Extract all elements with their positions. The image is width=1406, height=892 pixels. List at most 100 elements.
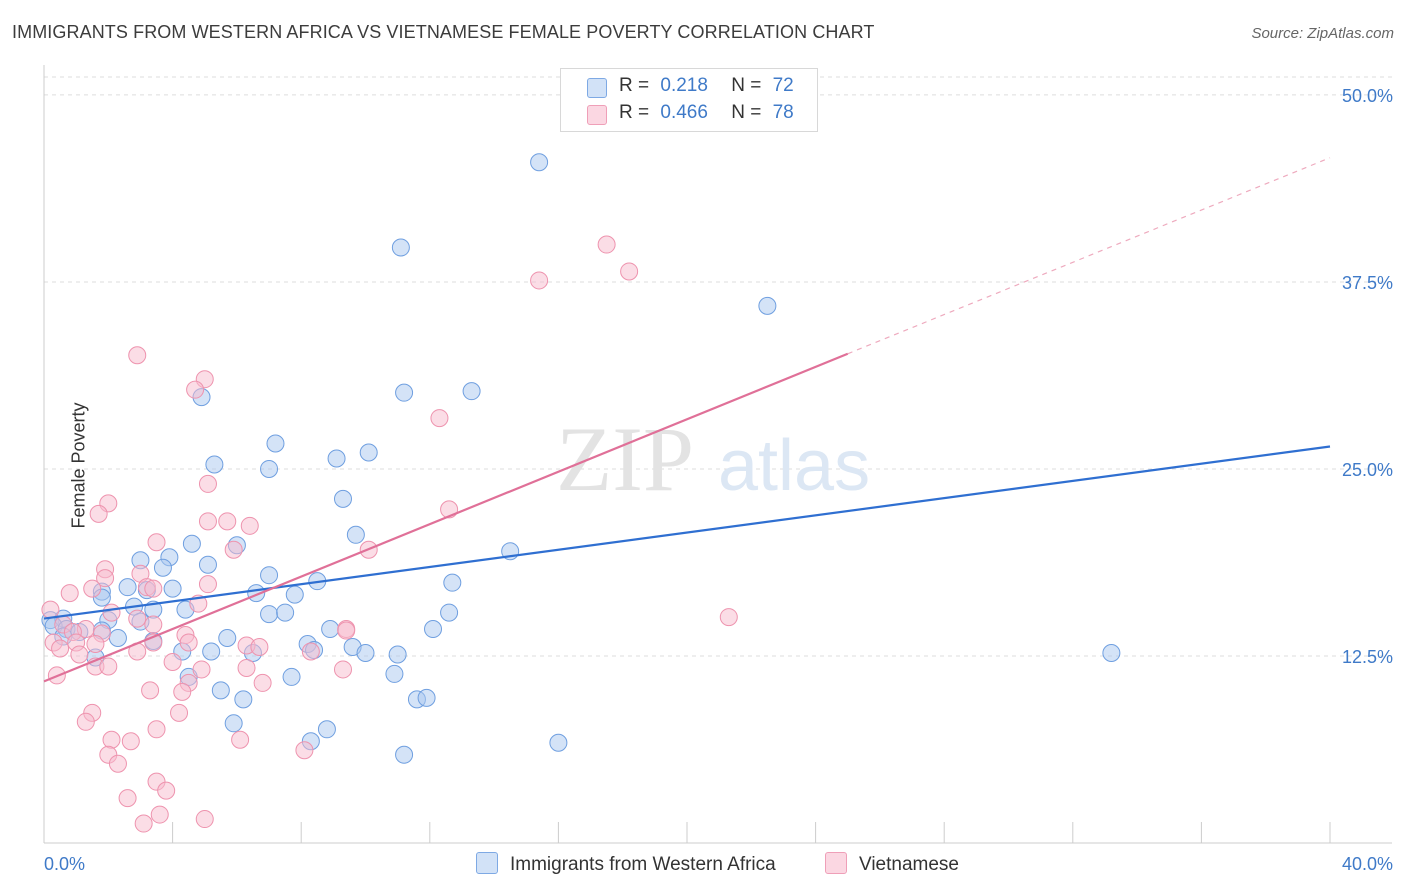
point-western-africa	[758, 296, 777, 315]
point-vietnamese	[295, 741, 314, 760]
point-vietnamese	[144, 615, 163, 634]
point-vietnamese	[41, 600, 60, 619]
trend-line-vietnamese	[43, 352, 849, 683]
point-vietnamese	[163, 652, 182, 671]
point-vietnamese	[231, 730, 250, 749]
point-vietnamese	[157, 781, 176, 800]
series-legend-western-africa: Immigrants from Western Africa	[476, 852, 776, 876]
point-western-africa	[395, 383, 414, 402]
point-vietnamese	[192, 660, 211, 679]
point-vietnamese	[530, 271, 549, 290]
point-vietnamese	[337, 621, 356, 640]
trend-extension-vietnamese	[847, 157, 1331, 355]
point-western-africa	[359, 443, 378, 462]
point-western-africa	[218, 629, 237, 648]
trend-line-western-africa	[43, 445, 1331, 620]
x-tick-label: 40.0%	[1342, 854, 1393, 874]
point-western-africa	[282, 667, 301, 686]
point-vietnamese	[144, 579, 163, 598]
point-western-africa	[549, 733, 568, 752]
point-western-africa	[346, 525, 365, 544]
watermark: ZIP atlas	[556, 408, 870, 510]
y-tick-label: 37.5%	[1342, 273, 1393, 293]
point-vietnamese	[179, 633, 198, 652]
point-western-africa	[202, 642, 221, 661]
label-layer: 12.5% 25.0% 37.5% 50.0% 0.0% 40.0%	[44, 86, 1393, 874]
points-layer	[41, 153, 1121, 833]
series-name-vietnamese: Vietnamese	[859, 854, 959, 875]
point-vietnamese	[102, 603, 121, 622]
axis-layer	[43, 65, 1392, 844]
point-western-africa	[462, 382, 481, 401]
point-western-africa	[266, 434, 285, 453]
point-vietnamese	[186, 380, 205, 399]
legend-r-label: R =	[619, 75, 650, 96]
point-vietnamese	[70, 645, 89, 664]
point-vietnamese	[224, 540, 243, 559]
point-vietnamese	[253, 673, 272, 692]
point-vietnamese	[102, 730, 121, 749]
legend-text-western-africa: R = 0.218 N = 72	[619, 75, 794, 97]
point-western-africa	[388, 645, 407, 664]
point-vietnamese	[173, 682, 192, 701]
point-western-africa	[108, 629, 127, 648]
legend-n-label: N =	[731, 75, 762, 96]
legend-r-value: 0.466	[660, 102, 708, 123]
trend-layer	[43, 157, 1331, 683]
point-western-africa	[1102, 643, 1121, 662]
point-western-africa	[260, 459, 279, 478]
point-vietnamese	[51, 639, 70, 658]
point-vietnamese	[301, 642, 320, 661]
point-vietnamese	[240, 516, 259, 535]
point-western-africa	[530, 153, 549, 172]
point-western-africa	[224, 714, 243, 733]
correlation-legend: R = 0.218 N = 72 R = 0.466 N = 78	[560, 68, 818, 132]
point-western-africa	[395, 745, 414, 764]
point-vietnamese	[150, 805, 169, 824]
series-swatch-pink	[825, 852, 847, 874]
point-vietnamese	[76, 712, 95, 731]
point-vietnamese	[597, 235, 616, 254]
series-legend-vietnamese: Vietnamese	[825, 852, 959, 876]
point-western-africa	[118, 578, 137, 597]
point-western-africa	[182, 534, 201, 553]
point-western-africa	[163, 579, 182, 598]
point-vietnamese	[237, 658, 256, 677]
point-western-africa	[153, 558, 172, 577]
point-vietnamese	[83, 579, 102, 598]
legend-r-label: R =	[619, 102, 650, 123]
point-western-africa	[276, 603, 295, 622]
point-vietnamese	[430, 409, 449, 428]
legend-r-value: 0.218	[660, 75, 708, 96]
point-vietnamese	[198, 575, 217, 594]
point-vietnamese	[99, 657, 118, 676]
point-western-africa	[260, 566, 279, 585]
point-western-africa	[417, 688, 436, 707]
point-western-africa	[391, 238, 410, 257]
series-swatch-blue	[476, 852, 498, 874]
legend-text-vietnamese: R = 0.466 N = 78	[619, 102, 794, 124]
point-vietnamese	[89, 504, 108, 523]
source-credit: Source: ZipAtlas.com	[1251, 25, 1394, 42]
point-western-africa	[260, 605, 279, 624]
legend-swatch-blue	[587, 78, 607, 98]
point-western-africa	[385, 664, 404, 683]
grid-layer	[44, 76, 1392, 657]
legend-swatch-pink	[587, 105, 607, 125]
point-vietnamese	[250, 638, 269, 657]
point-vietnamese	[620, 262, 639, 281]
point-vietnamese	[118, 789, 137, 808]
x-tick-label: 0.0%	[44, 854, 85, 874]
legend-n-label: N =	[731, 102, 762, 123]
point-western-africa	[327, 449, 346, 468]
point-western-africa	[443, 573, 462, 592]
point-vietnamese	[86, 635, 105, 654]
point-vietnamese	[147, 720, 166, 739]
watermark-zip: ZIP	[556, 408, 694, 510]
point-vietnamese	[218, 512, 237, 531]
legend-n-value: 72	[772, 75, 794, 96]
point-vietnamese	[198, 512, 217, 531]
point-vietnamese	[108, 754, 127, 773]
point-vietnamese	[141, 681, 160, 700]
point-western-africa	[424, 620, 443, 639]
